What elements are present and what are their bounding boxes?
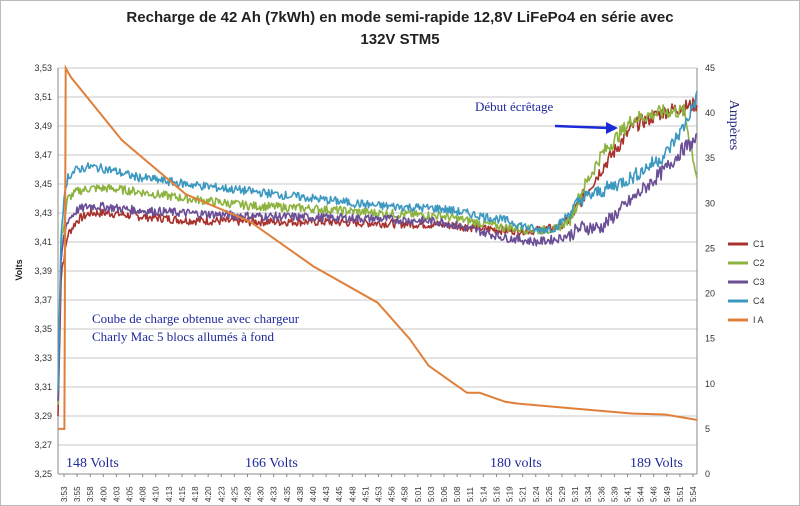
x-tick-label: 5:03 (427, 486, 436, 502)
x-tick-label: 5:01 (414, 486, 423, 502)
x-tick-label: 5:29 (558, 486, 567, 502)
x-tick-label: 4:03 (112, 486, 121, 502)
x-tick-label: 3:55 (73, 486, 82, 502)
x-tick-label: 5:44 (637, 486, 646, 502)
y-right-tick-label: 40 (705, 108, 715, 118)
y-right-tick-label: 25 (705, 243, 715, 253)
annotation-volts-166: 166 Volts (245, 456, 298, 471)
x-tick-label: 4:35 (283, 486, 292, 502)
y-left-tick-label: 3,35 (34, 324, 52, 334)
series-line-c3 (57, 133, 698, 401)
x-tick-label: 5:46 (650, 486, 659, 502)
x-tick-label: 5:14 (479, 486, 488, 502)
x-tick-label: 4:25 (230, 486, 239, 502)
x-tick-label: 4:18 (191, 486, 200, 502)
x-tick-label: 4:53 (375, 486, 384, 502)
x-tick-label: 4:05 (126, 486, 135, 502)
x-tick-label: 4:45 (335, 486, 344, 502)
x-tick-label: 5:21 (519, 486, 528, 502)
y-left-tick-label: 3,47 (34, 150, 52, 160)
x-tick-label: 4:38 (296, 486, 305, 502)
x-tick-label: 4:10 (152, 486, 161, 502)
legend-label: I A (753, 315, 764, 325)
y-left-tick-label: 3,53 (34, 63, 52, 73)
x-tick-label: 4:33 (270, 486, 279, 502)
series-line-current (58, 64, 698, 430)
x-tick-label: 5:24 (532, 486, 541, 502)
annotation-note-line1: Coube de charge obtenue avec chargeur (92, 311, 300, 326)
y-left-tick-label: 3,51 (34, 92, 52, 102)
x-tick-label: 5:54 (689, 486, 698, 502)
y-right-axis-title: Ampères (726, 100, 741, 151)
x-tick-label: 3:53 (60, 486, 69, 502)
x-tick-label: 4:51 (361, 486, 370, 502)
y-right-tick-label: 30 (705, 198, 715, 208)
y-left-tick-label: 3,25 (34, 469, 52, 479)
y-left-tick-label: 3,45 (34, 179, 52, 189)
x-tick-label: 5:41 (623, 486, 632, 502)
x-tick-label: 4:13 (165, 486, 174, 502)
annotation-volts-189: 189 Volts (630, 456, 683, 471)
x-tick-label: 5:34 (584, 486, 593, 502)
chart-title-line2: 132V STM5 (360, 31, 440, 48)
y-right-tick-label: 0 (705, 469, 710, 479)
y-left-tick-label: 3,39 (34, 266, 52, 276)
x-tick-label: 5:08 (453, 486, 462, 502)
y-left-tick-label: 3,33 (34, 353, 52, 363)
x-tick-label: 5:49 (663, 486, 672, 502)
y-left-tick-label: 3,43 (34, 208, 52, 218)
x-tick-label: 4:28 (243, 486, 252, 502)
chart-title-line1: Recharge de 42 Ah (7kWh) en mode semi-ra… (126, 9, 674, 26)
x-tick-label: 5:39 (610, 486, 619, 502)
annotation-note-line2: Charly Mac 5 blocs allumés à fond (92, 329, 274, 344)
y-left-tick-label: 3,41 (34, 237, 52, 247)
y-left-tick-label: 3,37 (34, 295, 52, 305)
x-tick-label: 4:48 (348, 486, 357, 502)
annotation-volts-148: 148 Volts (66, 456, 119, 471)
x-tick-label: 5:11 (466, 486, 475, 502)
x-tick-label: 5:16 (492, 486, 501, 502)
y-right-tick-label: 5 (705, 424, 710, 434)
y-right-tick-label: 15 (705, 334, 715, 344)
y-left-axis-title: Volts (14, 259, 24, 280)
x-tick-label: 4:40 (309, 486, 318, 502)
x-tick-label: 5:26 (545, 486, 554, 502)
x-tick-label: 5:31 (571, 486, 580, 502)
annotation-arrow-shaft (554, 124, 610, 130)
x-tick-label: 4:43 (322, 486, 331, 502)
x-tick-label: 4:30 (257, 486, 266, 502)
y-right-tick-label: 35 (705, 153, 715, 163)
x-tick-label: 5:19 (506, 486, 515, 502)
x-tick-label: 4:56 (388, 486, 397, 502)
x-tick-label: 4:20 (204, 486, 213, 502)
x-tick-label: 4:58 (401, 486, 410, 502)
y-left-tick-label: 3,27 (34, 440, 52, 450)
legend-label: C2 (753, 258, 765, 268)
x-tick-label: 4:15 (178, 486, 187, 502)
x-tick-label: 3:58 (86, 486, 95, 502)
legend-label: C1 (753, 239, 765, 249)
x-tick-label: 4:08 (139, 486, 148, 502)
annotation-arrow-head (606, 122, 618, 134)
y-right-tick-label: 20 (705, 289, 715, 299)
y-left-tick-label: 3,31 (34, 382, 52, 392)
x-tick-label: 5:51 (676, 486, 685, 502)
series-line-c4 (57, 90, 698, 392)
x-tick-label: 4:00 (99, 486, 108, 502)
series-line-c1 (57, 97, 698, 417)
y-left-tick-label: 3,29 (34, 411, 52, 421)
y-right-tick-label: 10 (705, 379, 715, 389)
legend-label: C3 (753, 277, 765, 287)
y-right-tick-label: 45 (705, 63, 715, 73)
series-line-c2 (57, 103, 698, 405)
annotation-volts-180: 180 volts (490, 456, 542, 471)
legend-label: C4 (753, 296, 765, 306)
annotation-arrow-label: Début écrêtage (475, 99, 554, 114)
x-tick-label: 5:36 (597, 486, 606, 502)
x-tick-label: 4:23 (217, 486, 226, 502)
x-tick-label: 5:06 (440, 486, 449, 502)
y-left-tick-label: 3,49 (34, 121, 52, 131)
